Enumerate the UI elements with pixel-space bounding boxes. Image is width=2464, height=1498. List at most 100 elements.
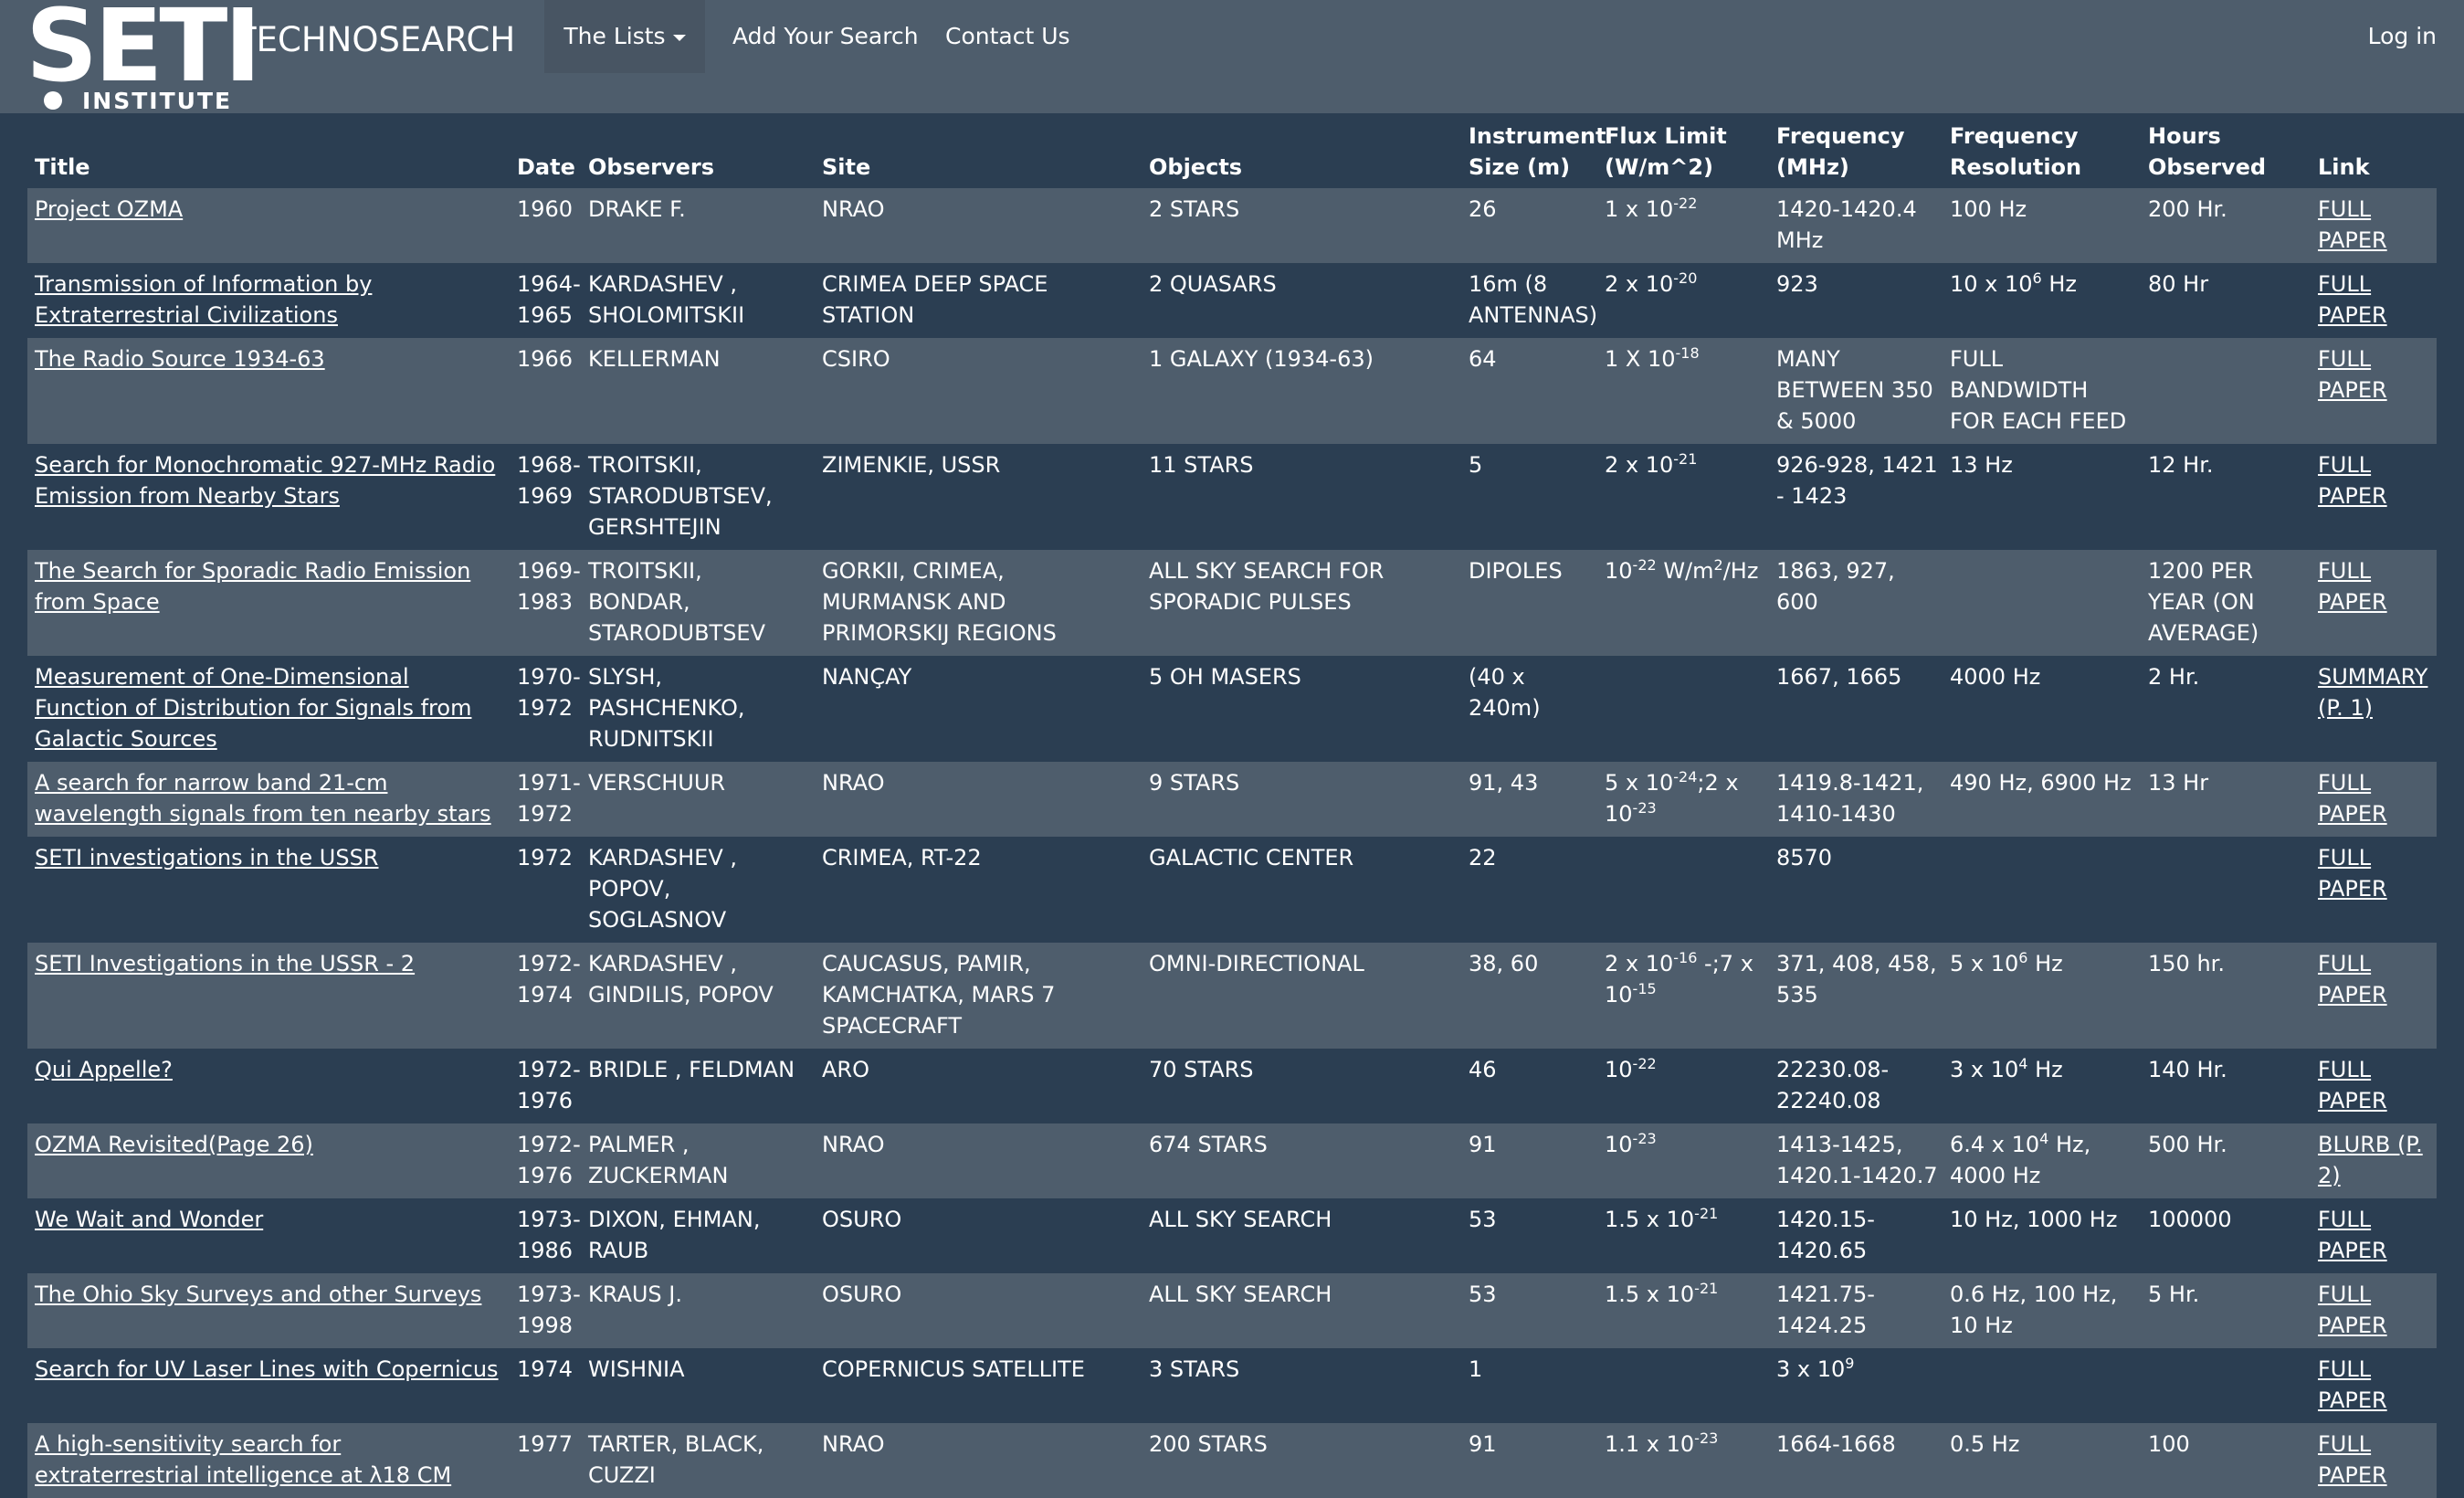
cell-title: Transmission of Information by Extraterr…: [27, 263, 510, 338]
cell-objects: ALL SKY SEARCH: [1149, 1207, 1332, 1232]
cell-hours-observed: [2141, 338, 2311, 444]
cell-instrument-size: 1: [1469, 1356, 1483, 1382]
paper-link[interactable]: FULL PAPER: [2318, 558, 2387, 615]
paper-title-link[interactable]: Measurement of One-Dimensional Function …: [35, 664, 472, 752]
top-navbar: SETI INSTITUTE TECHNOSEARCH The Lists Ad…: [0, 0, 2464, 114]
cell-observers: KARDASHEV , GINDILIS, POPOV: [588, 951, 774, 1007]
cell-title: A high-sensitivity search for extraterre…: [27, 1423, 510, 1498]
paper-link[interactable]: FULL PAPER: [2318, 1356, 2387, 1413]
paper-title-link[interactable]: The Ohio Sky Surveys and other Surveys: [35, 1282, 482, 1307]
cell-frequency: 1664-1668: [1776, 1431, 1896, 1457]
paper-link[interactable]: FULL PAPER: [2318, 1207, 2387, 1263]
cell-link: FULL PAPER: [2311, 444, 2437, 550]
paper-title-link[interactable]: The Radio Source 1934-63: [35, 346, 325, 372]
paper-title-link[interactable]: We Wait and Wonder: [35, 1207, 264, 1232]
paper-title-link[interactable]: SETI Investigations in the USSR - 2: [35, 951, 416, 976]
paper-title-link[interactable]: SETI investigations in the USSR: [35, 845, 379, 870]
paper-link[interactable]: BLURB (P. 2): [2318, 1132, 2423, 1188]
cell-instrument-size: 5: [1469, 452, 1483, 478]
table-row: A search for narrow band 21-cm wavelengt…: [27, 762, 2437, 837]
cell-frequency: 1863, 927, 600: [1776, 558, 1895, 615]
paper-title-link[interactable]: The Search for Sporadic Radio Emission f…: [35, 558, 471, 615]
cell-hours-observed: [2141, 1348, 2311, 1423]
cell-flux-limit: 10-22: [1605, 1055, 1657, 1083]
cell-objects: 674 STARS: [1149, 1132, 1268, 1157]
cell-link: FULL PAPER: [2311, 550, 2437, 656]
cell-title: Qui Appelle?: [27, 1049, 510, 1124]
cell-observers: TARTER, BLACK, CUZZI: [588, 1431, 764, 1488]
nav-log-in[interactable]: Log in: [2367, 23, 2437, 49]
paper-title-link[interactable]: A high-sensitivity search for extraterre…: [35, 1431, 452, 1488]
paper-link[interactable]: FULL PAPER: [2318, 845, 2387, 902]
cell-title: The Radio Source 1934-63: [27, 338, 510, 444]
cell-title: We Wait and Wonder: [27, 1198, 510, 1273]
cell-frequency: 926-928, 1421 - 1423: [1776, 452, 1938, 509]
paper-title-link[interactable]: Search for Monochromatic 927-MHz Radio E…: [35, 452, 496, 509]
cell-frequency: 1420.15-1420.65: [1776, 1207, 1875, 1263]
cell-site: NRAO: [822, 1132, 885, 1157]
paper-link[interactable]: FULL PAPER: [2318, 951, 2387, 1007]
cell-flux-limit: 1 x 10-22: [1605, 195, 1698, 223]
nav-the-lists-label: The Lists: [563, 23, 666, 49]
paper-link[interactable]: FULL PAPER: [2318, 346, 2387, 403]
header-hours-observed: Hours Observed: [2148, 123, 2267, 180]
nav-contact-us[interactable]: Contact Us: [945, 23, 1070, 49]
cell-flux-limit: 2 x 10-16 -;7 x 10-15: [1605, 949, 1753, 1008]
cell-flux-limit: 5 x 10-24;2 x 10-23: [1605, 768, 1739, 828]
paper-title-link[interactable]: Search for UV Laser Lines with Copernicu…: [35, 1356, 499, 1382]
cell-site: OSURO: [822, 1207, 902, 1232]
cell-title: A search for narrow band 21-cm wavelengt…: [27, 762, 510, 837]
cell-frequency: 1421.75-1424.25: [1776, 1282, 1875, 1338]
cell-instrument-size: 46: [1469, 1057, 1497, 1082]
nav-the-lists-dropdown[interactable]: The Lists: [544, 0, 705, 73]
cell-date: 1972: [517, 845, 574, 870]
nav-add-your-search[interactable]: Add Your Search: [732, 23, 919, 49]
cell-link: FULL PAPER: [2311, 188, 2437, 263]
cell-hours-observed: 5 Hr.: [2148, 1282, 2200, 1307]
cell-hours-observed: 500 Hr.: [2148, 1132, 2227, 1157]
paper-link[interactable]: FULL PAPER: [2318, 1057, 2387, 1113]
cell-site: NRAO: [822, 196, 885, 222]
site-brand[interactable]: TECHNOSEARCH: [236, 20, 516, 59]
paper-link[interactable]: FULL PAPER: [2318, 271, 2387, 328]
cell-title: Measurement of One-Dimensional Function …: [27, 656, 510, 762]
paper-title-link[interactable]: OZMA Revisited(Page 26): [35, 1132, 313, 1157]
table-row: Search for Monochromatic 927-MHz Radio E…: [27, 444, 2437, 550]
table-row: Project OZMA 1960 DRAKE F. NRAO 2 STARS 26 1 x…: [27, 188, 2437, 263]
cell-instrument-size: 91: [1469, 1431, 1497, 1457]
seti-institute-logo[interactable]: SETI INSTITUTE: [26, 0, 261, 114]
paper-title-link[interactable]: Qui Appelle?: [35, 1057, 173, 1082]
cell-site: CSIRO: [822, 346, 890, 372]
cell-title: The Search for Sporadic Radio Emission f…: [27, 550, 510, 656]
cell-site: ZIMENKIE, USSR: [822, 452, 1001, 478]
cell-link: FULL PAPER: [2311, 1273, 2437, 1348]
cell-observers: DRAKE F.: [588, 196, 686, 222]
cell-link: SUMMARY (P. 1): [2311, 656, 2437, 762]
paper-title-link[interactable]: Project OZMA: [35, 196, 184, 222]
cell-observers: KRAUS J.: [588, 1282, 682, 1307]
paper-title-link[interactable]: Transmission of Information by Extraterr…: [35, 271, 373, 328]
cell-title: The Ohio Sky Surveys and other Surveys: [27, 1273, 510, 1348]
paper-link[interactable]: FULL PAPER: [2318, 452, 2387, 509]
cell-frequency: MANY BETWEEN 350 & 5000: [1776, 346, 1933, 434]
paper-link[interactable]: FULL PAPER: [2318, 1431, 2387, 1488]
paper-link[interactable]: FULL PAPER: [2318, 770, 2387, 827]
logo-wordmark: SETI: [26, 0, 261, 104]
cell-objects: 11 STARS: [1149, 452, 1254, 478]
paper-link[interactable]: FULL PAPER: [2318, 196, 2387, 253]
table-row: The Search for Sporadic Radio Emission f…: [27, 550, 2437, 656]
cell-frequency-resolution: [1943, 550, 2141, 656]
paper-link[interactable]: SUMMARY (P. 1): [2318, 664, 2428, 721]
caret-down-icon: [672, 34, 686, 41]
cell-frequency: 3 x 109: [1776, 1355, 1855, 1383]
cell-flux-limit: 2 x 10-21: [1605, 450, 1698, 479]
cell-objects: ALL SKY SEARCH FOR SPORADIC PULSES: [1149, 558, 1385, 615]
cell-link: FULL PAPER: [2311, 338, 2437, 444]
cell-site: NRAO: [822, 770, 885, 796]
cell-flux-limit: 1 X 10-18: [1605, 344, 1700, 373]
paper-link[interactable]: FULL PAPER: [2318, 1282, 2387, 1338]
cell-site: NANÇAY: [822, 664, 912, 690]
header-instrument-size: Instrument Size (m): [1469, 123, 1606, 180]
header-date: Date: [517, 154, 575, 180]
paper-title-link[interactable]: A search for narrow band 21-cm wavelengt…: [35, 770, 491, 827]
